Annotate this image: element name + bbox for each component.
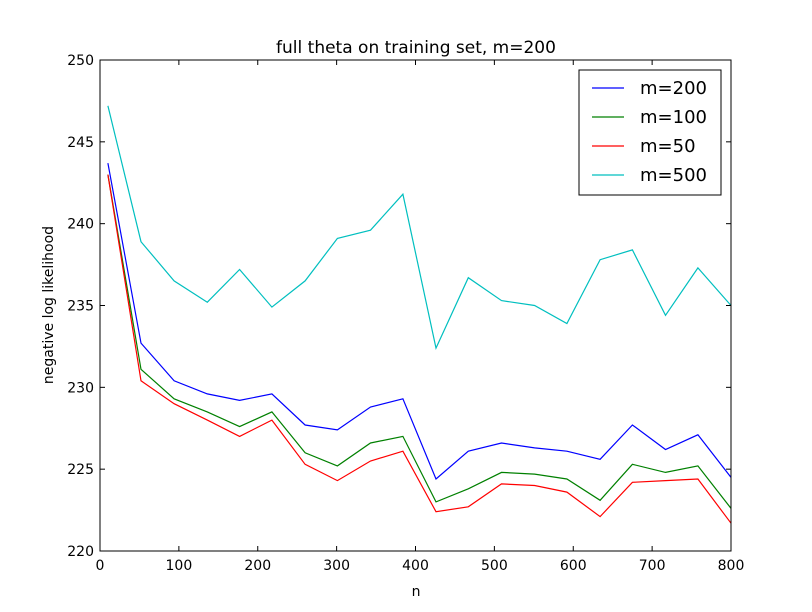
- y-axis-label: negative log likelihood: [41, 226, 57, 384]
- x-tick-label: 0: [96, 558, 105, 574]
- x-tick-label: 400: [402, 558, 429, 574]
- y-tick-label: 250: [67, 53, 94, 69]
- legend-label: m=500: [640, 165, 707, 186]
- legend-label: m=200: [640, 78, 707, 99]
- legend-label: m=50: [640, 136, 696, 157]
- series-line-m-50: [107, 174, 731, 524]
- y-tick-label: 220: [67, 544, 94, 560]
- x-tick-label: 800: [718, 558, 745, 574]
- x-tick-label: 300: [323, 558, 350, 574]
- legend: m=200 m=100 m=50 m=500: [578, 69, 722, 196]
- series-line-m-500: [107, 105, 731, 350]
- chart-title: full theta on training set, m=200: [276, 38, 556, 58]
- plot-area: [107, 105, 731, 524]
- series-line-m-200: [107, 162, 731, 480]
- x-tick-label: 600: [560, 558, 587, 574]
- y-tick-label: 245: [67, 135, 94, 151]
- axes: 0 100 200 300 400 500 600 700 800 220 225 230 235 240…: [67, 53, 744, 574]
- x-tick-label: 100: [166, 558, 193, 574]
- x-tick-label: 700: [639, 558, 666, 574]
- y-tick-label: 230: [67, 380, 94, 396]
- x-tick-label: 500: [481, 558, 508, 574]
- legend-label: m=100: [640, 107, 707, 128]
- y-tick-label: 225: [67, 462, 94, 478]
- y-tick-label: 235: [67, 299, 94, 315]
- x-tick-label: 200: [244, 558, 271, 574]
- series-line-m-100: [107, 174, 731, 509]
- legend-box: [578, 69, 722, 196]
- x-axis-label: n: [412, 584, 421, 600]
- y-tick-label: 240: [67, 217, 94, 233]
